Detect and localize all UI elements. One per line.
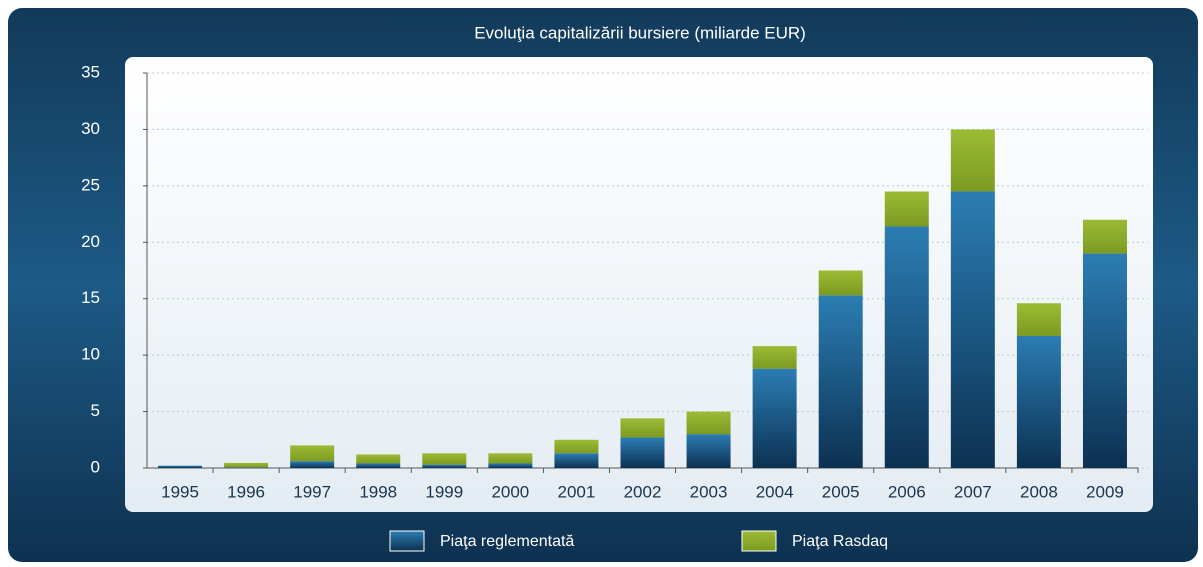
x-tick-label: 2000: [491, 482, 529, 501]
bar-segment: [884, 226, 929, 468]
bar-segment: [224, 462, 269, 468]
bar-segment: [620, 418, 665, 438]
x-tick-label: 2009: [1086, 482, 1124, 501]
bar-segment: [620, 437, 665, 468]
legend-swatch: [741, 530, 777, 552]
x-tick-label: 1995: [161, 482, 199, 501]
legend-label: Piaţa Rasdaq: [792, 533, 888, 550]
bar-segment: [158, 465, 203, 468]
bar-segment: [950, 191, 995, 468]
chart-title: Evoluţia capitalizării bursiere (miliard…: [474, 23, 806, 42]
bar-segment: [752, 346, 797, 369]
y-tick-label: 15: [81, 288, 100, 307]
bar-segment: [818, 295, 863, 468]
bar-segment: [686, 411, 731, 435]
y-tick-label: 10: [81, 345, 100, 364]
y-tick-label: 5: [91, 401, 100, 420]
y-tick-label: 30: [81, 119, 100, 138]
x-tick-label: 1996: [227, 482, 265, 501]
y-tick-label: 0: [91, 457, 100, 476]
bar-segment: [290, 445, 335, 462]
x-tick-label: 2008: [1020, 482, 1058, 501]
x-tick-label: 1998: [359, 482, 397, 501]
bar-segment: [686, 434, 731, 468]
x-tick-label: 1997: [293, 482, 331, 501]
bar-segment: [1082, 219, 1127, 254]
bar-segment: [422, 464, 467, 468]
bar-segment: [488, 453, 533, 464]
x-tick-label: 2002: [624, 482, 662, 501]
bar-segment: [818, 270, 863, 296]
bar-segment: [1016, 303, 1061, 336]
bar-segment: [554, 453, 599, 468]
x-tick-label: 2006: [888, 482, 926, 501]
y-tick-label: 20: [81, 232, 100, 251]
bar-segment: [356, 454, 401, 464]
bar-segment: [290, 461, 335, 468]
bar-segment: [950, 129, 995, 192]
x-tick-label: 2001: [558, 482, 596, 501]
legend-swatch: [389, 530, 425, 552]
x-tick-label: 2003: [690, 482, 728, 501]
x-tick-label: 2005: [822, 482, 860, 501]
y-tick-label: 25: [81, 175, 100, 194]
bar-segment: [884, 191, 929, 227]
x-tick-label: 2007: [954, 482, 992, 501]
bar-segment: [356, 463, 401, 468]
bar-segment: [224, 467, 269, 468]
legend-label: Piaţa reglementată: [440, 533, 574, 550]
bar-segment: [752, 368, 797, 468]
x-tick-label: 2004: [756, 482, 794, 501]
x-tick-label: 1999: [425, 482, 463, 501]
bar-segment: [554, 439, 599, 454]
bar-segment: [422, 453, 467, 465]
bar-segment: [1082, 253, 1127, 468]
y-tick-label: 35: [81, 62, 100, 81]
bar-segment: [1016, 335, 1061, 468]
bar-segment: [488, 463, 533, 468]
